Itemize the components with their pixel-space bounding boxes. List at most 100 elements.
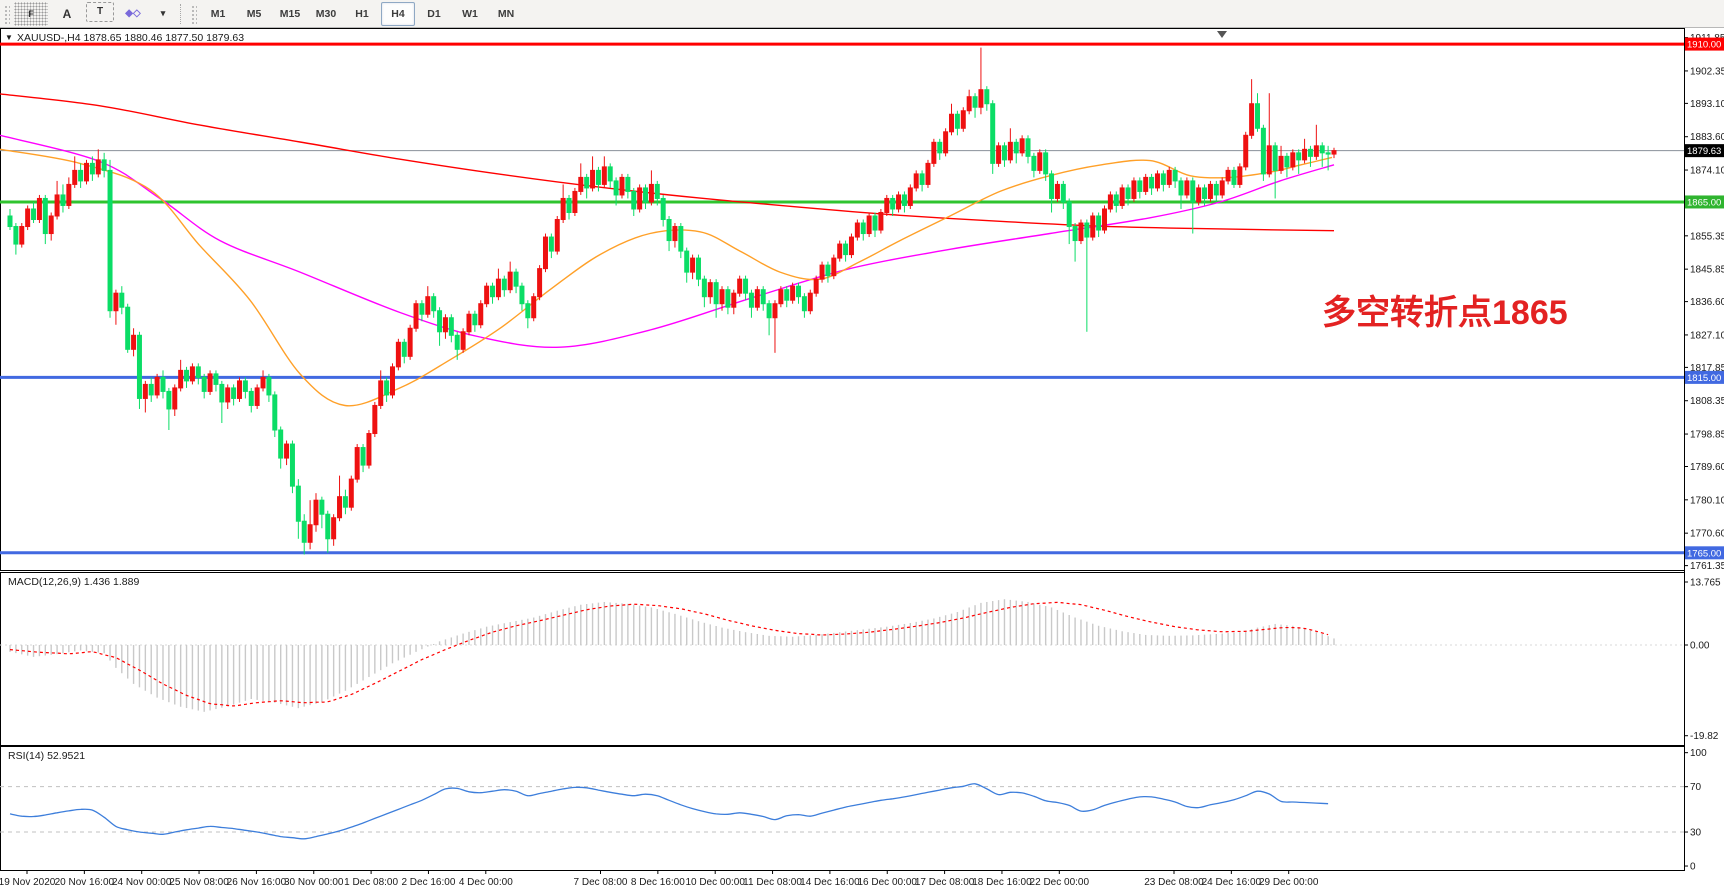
candle-body bbox=[607, 166, 613, 182]
timeframe-h1-button[interactable]: H1 bbox=[355, 7, 369, 20]
candle-body bbox=[584, 176, 590, 189]
candle-body bbox=[931, 141, 937, 164]
macd-axis-label: -19.82 bbox=[1690, 731, 1719, 742]
main-panel[interactable] bbox=[0, 28, 1685, 571]
timeframe-h4-button[interactable]: H4 bbox=[381, 1, 415, 26]
candle-body bbox=[625, 176, 631, 192]
candle-body bbox=[42, 197, 48, 235]
time-label: 2 Dec 16:00 bbox=[401, 877, 455, 888]
candle-body bbox=[1031, 155, 1037, 171]
candle-body bbox=[907, 187, 913, 206]
candle-body bbox=[1072, 226, 1078, 242]
timeframe-m15-button[interactable]: M15 bbox=[279, 7, 301, 20]
text-box-button[interactable]: T bbox=[86, 1, 114, 22]
candle-body bbox=[1313, 145, 1319, 157]
candle-body bbox=[719, 289, 725, 305]
candle-body bbox=[419, 303, 425, 315]
candle-body bbox=[101, 159, 107, 171]
candle-body bbox=[442, 317, 448, 333]
candle-body bbox=[195, 366, 201, 378]
candle-body bbox=[1184, 180, 1190, 196]
candle-body bbox=[484, 285, 490, 305]
candle-body bbox=[1037, 152, 1043, 171]
dropdown-caret-icon: ▾ bbox=[160, 8, 166, 18]
candle-body bbox=[725, 289, 731, 308]
time-label: 24 Nov 00:00 bbox=[112, 877, 172, 888]
candle-body bbox=[395, 341, 401, 368]
price-tick-label: 1893.10 bbox=[1690, 99, 1724, 110]
price-tick-label: 1874.10 bbox=[1690, 166, 1724, 177]
candle-body bbox=[278, 429, 284, 459]
price-label-box bbox=[1685, 546, 1724, 560]
candle-body bbox=[13, 226, 19, 245]
candle-body bbox=[960, 110, 966, 129]
timeframe-m30-button[interactable]: M30 bbox=[315, 7, 337, 20]
text-label-button[interactable]: A bbox=[50, 2, 84, 26]
candle-body bbox=[807, 292, 813, 312]
timeframe-mn-button[interactable]: MN bbox=[497, 7, 515, 20]
candle-body bbox=[1302, 148, 1308, 161]
candle-body bbox=[1137, 180, 1143, 192]
candle-body bbox=[1125, 187, 1131, 199]
candle-body bbox=[1172, 169, 1178, 182]
candle-body bbox=[1278, 155, 1284, 171]
toolbar-grip[interactable] bbox=[3, 3, 10, 24]
candle-body bbox=[1166, 169, 1172, 185]
timeframe-m1-button[interactable]: M1 bbox=[210, 7, 226, 20]
candle-body bbox=[60, 194, 66, 206]
candle-body bbox=[148, 383, 154, 396]
candle-body bbox=[1060, 183, 1066, 203]
candle-body bbox=[784, 289, 790, 301]
candle-body bbox=[213, 373, 219, 385]
candle-body bbox=[778, 289, 784, 305]
candle-body bbox=[913, 173, 919, 189]
shapes-button[interactable]: ◆◇ bbox=[116, 2, 150, 26]
timeframe-m5-button[interactable]: M5 bbox=[246, 7, 262, 20]
candle-body bbox=[866, 215, 872, 235]
candle-body bbox=[690, 257, 696, 273]
candle-body bbox=[731, 292, 737, 308]
candle-body bbox=[131, 334, 137, 350]
candle-body bbox=[1102, 208, 1108, 231]
crosshair-grid-button[interactable]: F bbox=[14, 1, 48, 26]
candle-body bbox=[166, 390, 172, 410]
candle-body bbox=[172, 387, 178, 410]
candle-body bbox=[619, 176, 625, 196]
candle-body bbox=[78, 169, 84, 182]
candle-body bbox=[825, 264, 831, 277]
candle-body bbox=[178, 369, 184, 389]
toolbar-grip-2[interactable] bbox=[190, 3, 197, 24]
candle-body bbox=[331, 517, 337, 540]
candle-body bbox=[519, 285, 525, 305]
ma-mid-magenta[interactable] bbox=[0, 134, 1335, 349]
candle-body bbox=[478, 303, 484, 326]
candle-body bbox=[890, 197, 896, 210]
candle-body bbox=[460, 331, 466, 350]
timeframe-w1-button[interactable]: W1 bbox=[462, 7, 478, 20]
candle-body bbox=[943, 131, 949, 154]
dropdown-caret-button[interactable]: ▾ bbox=[152, 2, 174, 26]
candle-body bbox=[95, 159, 101, 175]
candle-body bbox=[154, 376, 160, 396]
candle-body bbox=[790, 285, 796, 301]
candle-body bbox=[7, 215, 13, 228]
macd-panel[interactable] bbox=[0, 572, 1685, 746]
candle-body bbox=[472, 313, 478, 326]
candle-body bbox=[954, 113, 960, 129]
crosshair-grid-icon: F bbox=[28, 8, 34, 19]
candle-body bbox=[1154, 173, 1160, 189]
rsi-line bbox=[9, 783, 1329, 840]
rsi-label: RSI(14) 52.9521 bbox=[8, 750, 85, 762]
candle-body bbox=[748, 292, 754, 308]
candle-body bbox=[878, 211, 884, 231]
time-label: 11 Dec 08:00 bbox=[743, 877, 802, 888]
candle-body bbox=[507, 271, 513, 291]
chart-shift-marker-icon[interactable] bbox=[1217, 31, 1227, 38]
ma-fast-orange[interactable] bbox=[0, 148, 1333, 407]
timeframe-d1-button[interactable]: D1 bbox=[427, 7, 441, 20]
time-label: 17 Dec 08:00 bbox=[915, 877, 975, 888]
candle-body bbox=[666, 219, 672, 242]
candle-body bbox=[1143, 176, 1149, 192]
candle-body bbox=[654, 183, 660, 199]
chart-canvas[interactable]: 1911.851902.351893.101883.601874.101855.… bbox=[0, 28, 1724, 893]
